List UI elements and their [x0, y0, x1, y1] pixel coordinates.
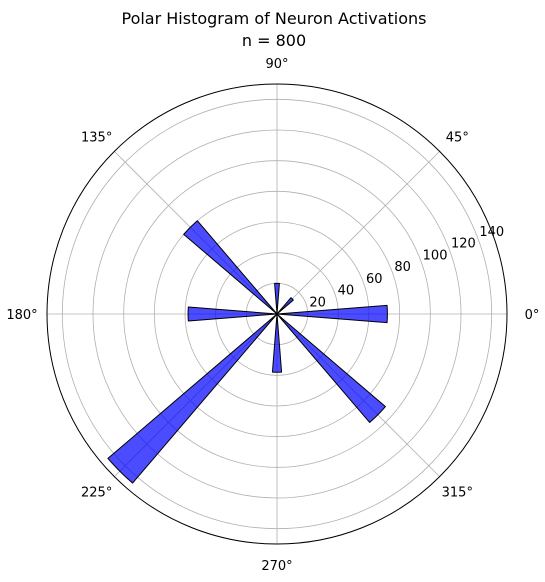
angle-tick-label: 180° — [6, 308, 37, 323]
radial-tick-label: 40 — [338, 284, 355, 299]
angle-tick-label: 45° — [446, 131, 469, 146]
radial-tick-label: 120 — [451, 237, 476, 252]
bar-135deg — [183, 220, 278, 315]
radial-tick-label: 100 — [423, 248, 448, 263]
chart-subtitle: n = 800 — [242, 31, 306, 50]
polar-frame — [46, 83, 508, 545]
angle-tick-label: 0° — [525, 308, 540, 323]
radial-tick-label: 140 — [479, 225, 504, 240]
radial-tick-label: 60 — [366, 272, 383, 287]
angle-tick-label: 270° — [261, 559, 292, 574]
bar-315deg — [276, 313, 386, 423]
bar-180deg — [187, 306, 278, 322]
bar-90deg — [274, 282, 280, 315]
bar-225deg — [107, 313, 278, 484]
angle-gridline-45 — [276, 151, 440, 315]
bars-group — [107, 220, 388, 484]
angle-tick-label: 225° — [81, 485, 112, 500]
angle-tick-label: 315° — [442, 485, 473, 500]
bar-45deg — [276, 297, 294, 315]
radial-tick-label: 20 — [309, 295, 326, 310]
tick-labels-group: 0°45°90°135°180°225°270°315°204060801001… — [6, 57, 539, 574]
bar-270deg — [271, 313, 283, 373]
chart-title: Polar Histogram of Neuron Activations — [121, 9, 426, 28]
bar-0deg — [276, 304, 388, 324]
angle-tick-label: 90° — [265, 57, 288, 72]
angle-tick-label: 135° — [81, 131, 112, 146]
radial-tick-label: 80 — [394, 260, 411, 275]
